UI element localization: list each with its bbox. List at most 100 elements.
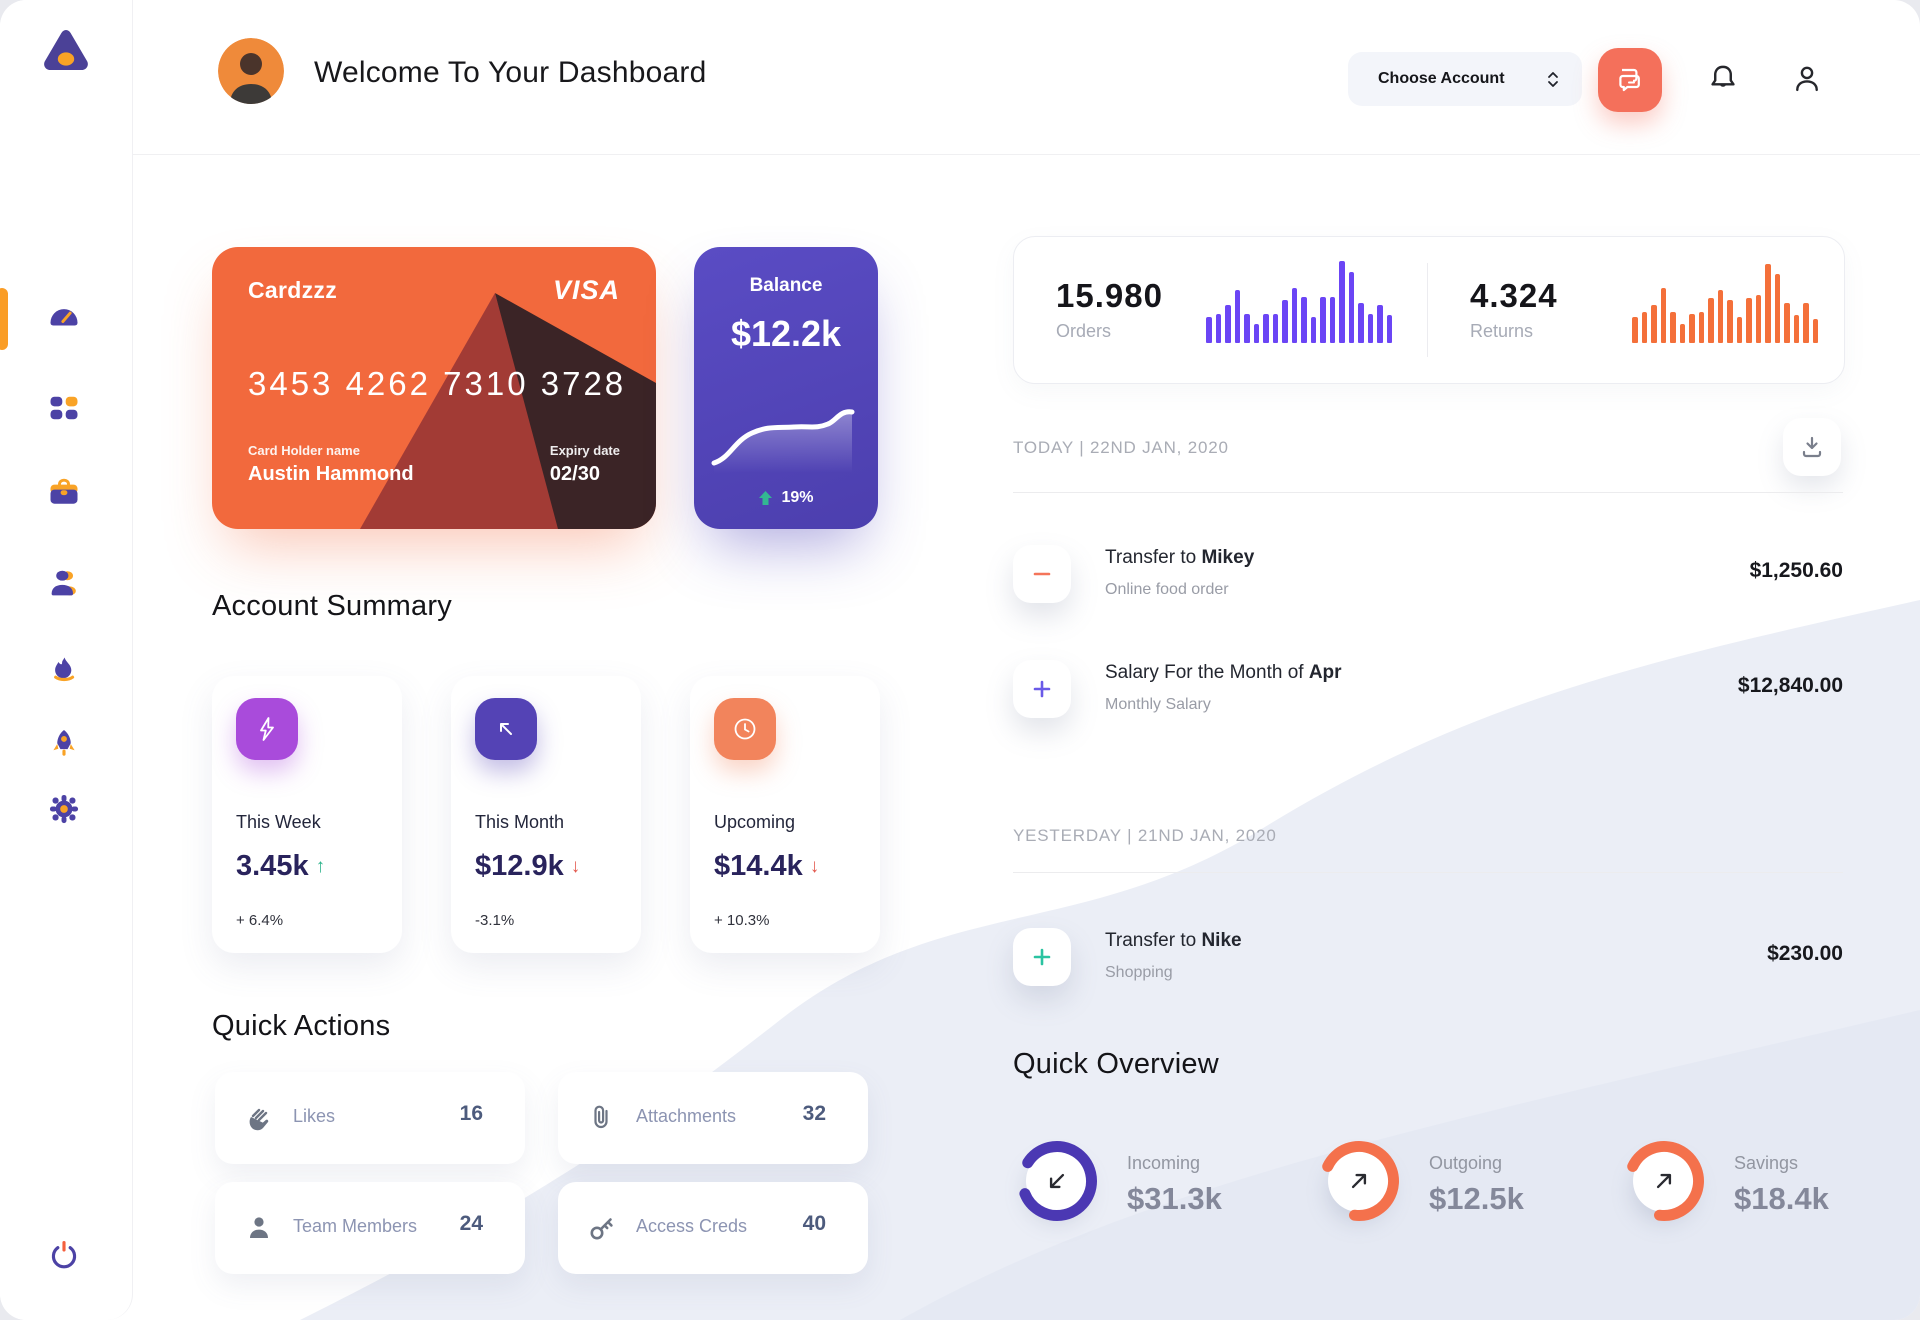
transaction-title-bold: Apr <box>1308 662 1342 683</box>
transaction-amount: $1,250.60 <box>1749 559 1843 582</box>
notifications-button[interactable] <box>1706 62 1740 96</box>
savings-ring <box>1620 1137 1708 1225</box>
visa-logo: VISA <box>552 275 620 305</box>
sidebar-item-settings[interactable] <box>46 791 84 829</box>
transaction-row-nike[interactable]: Transfer to Nike Shopping $230.00 <box>1013 928 1843 998</box>
sidebar-item-launch[interactable] <box>46 726 84 764</box>
quick-action-access-creds[interactable]: Access Creds 40 <box>558 1182 868 1274</box>
quick-action-label: Access Creds <box>636 1216 748 1236</box>
sidebar-item-apps[interactable] <box>46 390 84 428</box>
transaction-title: Transfer to <box>1105 930 1202 951</box>
summary-label: This Month <box>475 812 565 832</box>
transaction-subtitle: Monthly Salary <box>1105 696 1211 713</box>
credit-card: Cardzzz VISA 3453 4262 7310 3728 Card Ho… <box>212 247 656 529</box>
summary-delta: + 10.3% <box>714 912 770 929</box>
overview-value: $31.3k <box>1127 1181 1222 1216</box>
summary-label: This Week <box>236 812 321 832</box>
quick-overview-heading: Quick Overview <box>1013 1048 1219 1080</box>
overview-incoming: Incoming $31.3k <box>1013 1137 1313 1225</box>
summary-label: Upcoming <box>714 812 796 832</box>
transaction-title-bold: Mikey <box>1201 547 1255 568</box>
returns-value: 4.324 <box>1470 277 1558 314</box>
bell-icon <box>1711 65 1735 87</box>
flame-icon <box>54 657 75 682</box>
returns-label: Returns <box>1470 321 1534 341</box>
plus-icon <box>1013 928 1071 986</box>
card-name: Cardzzz <box>248 277 338 303</box>
sidebar-item-logout[interactable] <box>46 1237 84 1275</box>
divider <box>1013 492 1843 493</box>
profile-button[interactable] <box>1790 62 1824 96</box>
rocket-icon <box>53 729 75 756</box>
quick-action-team-members[interactable]: Team Members 24 <box>215 1182 525 1274</box>
quick-action-count: 16 <box>459 1102 483 1125</box>
sidebar-item-dashboard[interactable] <box>46 299 84 337</box>
quick-action-label: Team Members <box>293 1216 418 1236</box>
balance-card: Balance $12.2k 19% <box>694 247 878 529</box>
key-icon <box>590 1218 613 1240</box>
header-divider <box>133 154 1920 155</box>
transaction-row-salary[interactable]: Salary For the Month of Apr Monthly Sala… <box>1013 660 1843 730</box>
card-number: 3453 4262 7310 3728 <box>248 365 627 402</box>
quick-action-attachments[interactable]: Attachments 32 <box>558 1072 868 1164</box>
overview-value: $12.5k <box>1429 1181 1524 1216</box>
summary-card-this-month: This Month $12.9k ↓ -3.1% <box>451 676 641 953</box>
download-icon <box>1802 436 1822 458</box>
quick-action-likes[interactable]: Likes 16 <box>215 1072 525 1164</box>
page-title: Welcome To Your Dashboard <box>314 56 707 89</box>
transaction-title: Transfer to <box>1105 547 1202 568</box>
transaction-subtitle: Online food order <box>1105 581 1229 598</box>
overview-value: $18.4k <box>1734 1181 1829 1216</box>
transaction-title: Salary For the Month of <box>1105 662 1309 683</box>
transaction-row-mikey[interactable]: Transfer to Mikey Online food order $1,2… <box>1013 545 1843 615</box>
balance-label: Balance <box>749 275 823 296</box>
select-chevrons-icon <box>1548 72 1558 87</box>
sidebar-item-activity[interactable] <box>46 653 84 691</box>
quick-action-label: Attachments <box>636 1106 737 1126</box>
account-select-label: Choose Account <box>1378 70 1505 87</box>
orders-returns-card: 15.980 Orders 4.324 Returns <box>1013 236 1845 384</box>
app-logo[interactable] <box>40 26 92 74</box>
orders-bar-chart <box>1206 257 1392 343</box>
orders-value: 15.980 <box>1056 277 1163 314</box>
summary-value: $12.9k <box>475 850 564 882</box>
outgoing-ring <box>1315 1137 1403 1225</box>
trend-down-icon: ↓ <box>570 855 581 877</box>
card-expiry-value: 02/30 <box>549 463 600 485</box>
quick-action-count: 40 <box>802 1212 826 1235</box>
member-icon <box>250 1217 268 1238</box>
arrow-up-icon <box>759 491 773 505</box>
sidebar-item-customers[interactable] <box>46 565 84 603</box>
summary-delta: -3.1% <box>475 912 515 929</box>
transaction-amount: $12,840.00 <box>1737 674 1843 697</box>
user-avatar[interactable] <box>218 38 284 104</box>
returns-bar-chart <box>1632 257 1818 343</box>
chat-button[interactable] <box>1598 48 1662 112</box>
chat-icon <box>1619 68 1640 92</box>
account-select[interactable]: Choose Account <box>1348 52 1582 106</box>
clap-icon <box>249 1108 269 1131</box>
sidebar <box>0 0 133 1320</box>
incoming-ring <box>1013 1137 1101 1225</box>
download-button[interactable] <box>1783 418 1841 476</box>
transaction-amount: $230.00 <box>1767 942 1843 965</box>
gauge-icon <box>50 309 78 326</box>
overview-outgoing: Outgoing $12.5k <box>1315 1137 1615 1225</box>
sidebar-item-work[interactable] <box>46 475 84 513</box>
trend-up-icon: ↑ <box>315 855 326 877</box>
quick-action-count: 24 <box>459 1212 483 1235</box>
quick-action-count: 32 <box>802 1102 826 1125</box>
balance-change: 19% <box>781 489 814 506</box>
summary-card-upcoming: Upcoming $14.4k ↓ + 10.3% <box>690 676 880 953</box>
overview-label: Incoming <box>1127 1153 1201 1173</box>
account-summary-heading: Account Summary <box>212 590 452 622</box>
transaction-subtitle: Shopping <box>1105 964 1173 981</box>
summary-card-this-week: This Week 3.45k ↑ + 6.4% <box>212 676 402 953</box>
trend-down-icon: ↓ <box>809 855 820 877</box>
user-icon <box>1796 66 1818 92</box>
divider <box>1013 872 1843 873</box>
arrow-up-left-icon <box>475 698 537 760</box>
yesterday-date-label: YESTERDAY | 21ND JAN, 2020 <box>1013 826 1277 845</box>
gear-icon <box>49 794 79 824</box>
